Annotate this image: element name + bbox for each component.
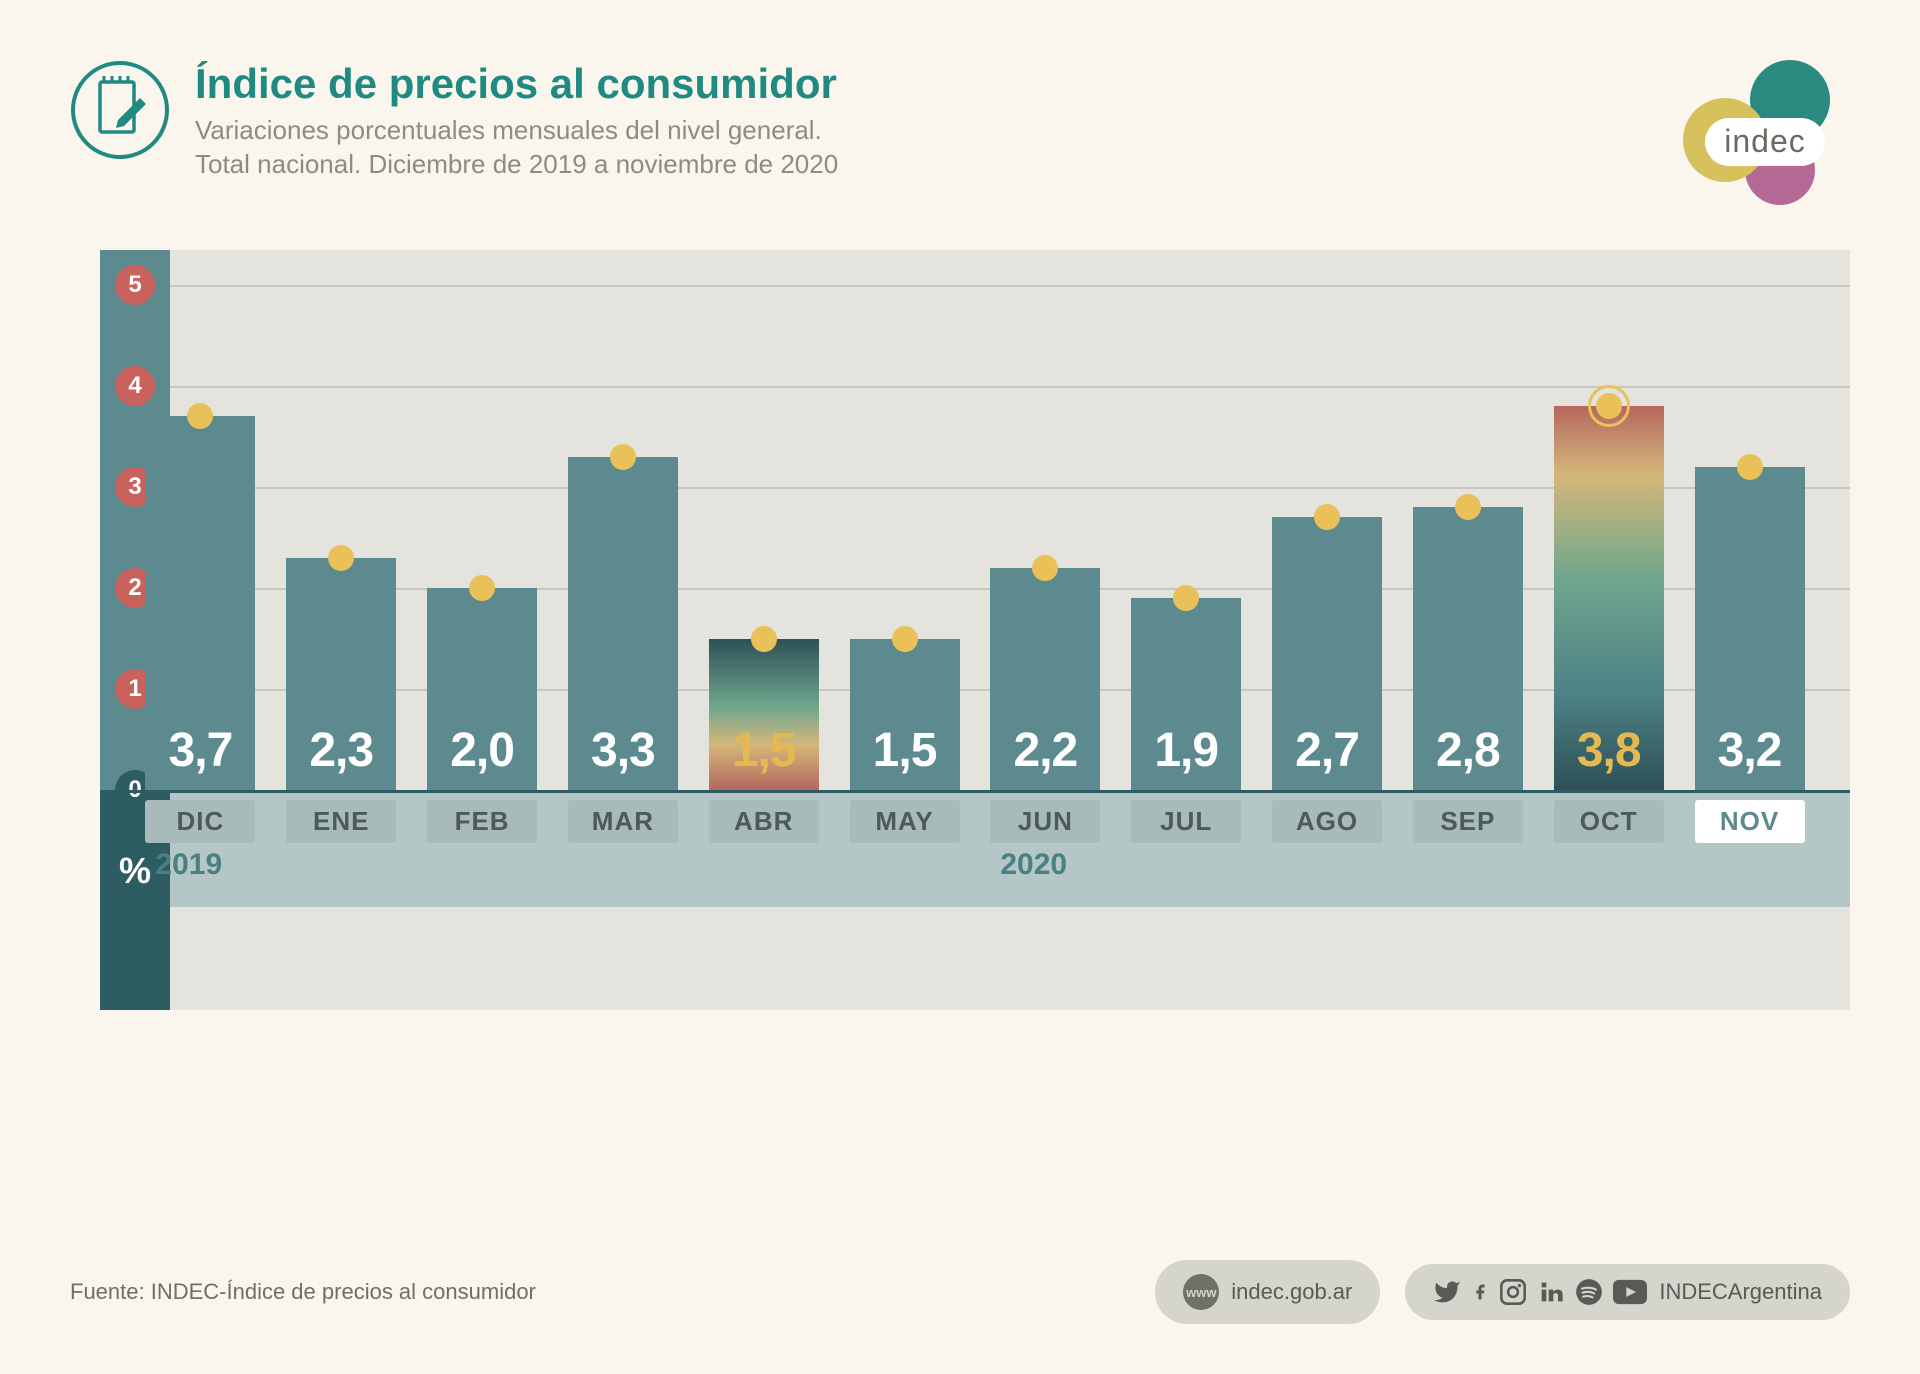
bar: 2,7: [1272, 517, 1382, 790]
bar: 3,8: [1554, 406, 1664, 790]
youtube-icon: [1613, 1278, 1647, 1306]
year-label: 2020: [1000, 848, 1067, 882]
source-text: Fuente: INDEC-Índice de precios al consu…: [70, 1279, 536, 1305]
bar: 2,2: [990, 568, 1100, 790]
logo-text: indec: [1724, 123, 1806, 159]
bar-column: 2,2 JUN: [990, 250, 1100, 860]
linkedin-icon: [1537, 1278, 1565, 1306]
cpi-bar-chart: 012345%3,7DIC2,3ENE2,0FEB3,3MAR1,5ABR1,5…: [100, 250, 1850, 1010]
month-label: ABR: [709, 800, 819, 843]
bar: 2,0: [427, 588, 537, 790]
title-block: Índice de precios al consumidor Variacio…: [195, 60, 838, 182]
month-label: AGO: [1272, 800, 1382, 843]
bar-marker-dot: [1737, 454, 1763, 480]
bar-column: 2,8 SEP: [1413, 250, 1523, 860]
chart-title: Índice de precios al consumidor: [195, 60, 838, 108]
month-label: DIC: [145, 800, 255, 843]
bar-marker-dot: [1173, 585, 1199, 611]
month-label: JUL: [1131, 800, 1241, 843]
month-label: OCT: [1554, 800, 1664, 843]
month-label: NOV: [1695, 800, 1805, 843]
bar-value-label: 1,9: [1154, 723, 1218, 790]
month-label: FEB: [427, 800, 537, 843]
footer-right: www indec.gob.ar INDECArgentina: [1155, 1260, 1850, 1324]
bar: 1,9: [1131, 598, 1241, 790]
www-icon: www: [1183, 1274, 1219, 1310]
bar: 1,5: [709, 639, 819, 791]
header: Índice de precios al consumidor Variacio…: [70, 60, 1850, 210]
chart-subtitle-2: Total nacional. Diciembre de 2019 a novi…: [195, 148, 838, 182]
bar-value-label: 3,2: [1718, 723, 1782, 790]
twitter-icon: [1433, 1278, 1461, 1306]
bar: 3,7: [145, 416, 255, 790]
bar-marker-dot: [187, 403, 213, 429]
bar-value-label: 2,7: [1295, 723, 1359, 790]
bar-marker-dot: [610, 444, 636, 470]
bar-value-label: 2,3: [309, 723, 373, 790]
bar-column: 2,3 ENE: [286, 250, 396, 860]
bar: 2,8: [1413, 507, 1523, 790]
year-label: 2019: [155, 848, 222, 882]
bar-column: 2,7 AGO: [1272, 250, 1382, 860]
bar-marker-dot: [1455, 494, 1481, 520]
bar-marker-dot: [892, 626, 918, 652]
bar-value-label: 2,8: [1436, 723, 1500, 790]
bar-value-label: 1,5: [873, 723, 937, 790]
chart-subtitle-1: Variaciones porcentuales mensuales del n…: [195, 114, 838, 148]
social-handle: INDECArgentina: [1659, 1279, 1822, 1305]
month-label: SEP: [1413, 800, 1523, 843]
bar-value-label: 3,3: [591, 723, 655, 790]
bar-marker-dot: [1596, 393, 1622, 419]
bar-marker-dot: [1314, 504, 1340, 530]
bar-value-label: 2,0: [450, 723, 514, 790]
spotify-icon: [1575, 1278, 1603, 1306]
footer: Fuente: INDEC-Índice de precios al consu…: [70, 1260, 1850, 1324]
document-edit-icon: [70, 60, 170, 160]
month-label: MAR: [568, 800, 678, 843]
bar-marker-dot: [469, 575, 495, 601]
bar-marker-dot: [751, 626, 777, 652]
bar-column: 3,3 MAR: [568, 250, 678, 860]
bar: 2,3: [286, 558, 396, 790]
bar-value-label: 1,5: [732, 723, 796, 790]
bar-value-label: 3,7: [169, 723, 233, 790]
instagram-icon: [1499, 1278, 1527, 1306]
bar: 3,2: [1695, 467, 1805, 790]
bar-column: 3,7 DIC: [145, 250, 255, 860]
bar-value-label: 2,2: [1014, 723, 1078, 790]
bar-column: 2,0 FEB: [427, 250, 537, 860]
bar-column: 3,2 NOV: [1695, 250, 1805, 860]
month-label: MAY: [850, 800, 960, 843]
bar: 1,5: [850, 639, 960, 791]
facebook-icon: [1471, 1278, 1489, 1306]
website-pill: www indec.gob.ar: [1155, 1260, 1380, 1324]
website-text: indec.gob.ar: [1231, 1279, 1352, 1305]
bar-marker-dot: [328, 545, 354, 571]
bar-column: 1,5 ABR: [709, 250, 819, 860]
social-icons: [1433, 1278, 1647, 1306]
bar-column: 1,5 MAY: [850, 250, 960, 860]
month-label: JUN: [990, 800, 1100, 843]
bar-marker-dot: [1032, 555, 1058, 581]
indec-logo: indec: [1650, 60, 1850, 210]
social-pill: INDECArgentina: [1405, 1264, 1850, 1320]
bars-container: 3,7 DIC 2,3 ENE 2,0 FEB 3,3 MAR 1,5 ABR 1,5 MAY 2,2 J…: [100, 250, 1850, 860]
bar-column: 3,8 OCT: [1554, 250, 1664, 860]
bar-value-label: 3,8: [1577, 723, 1641, 790]
month-label: ENE: [286, 800, 396, 843]
header-left: Índice de precios al consumidor Variacio…: [70, 60, 838, 182]
bar-column: 1,9 JUL: [1131, 250, 1241, 860]
bar: 3,3: [568, 457, 678, 790]
